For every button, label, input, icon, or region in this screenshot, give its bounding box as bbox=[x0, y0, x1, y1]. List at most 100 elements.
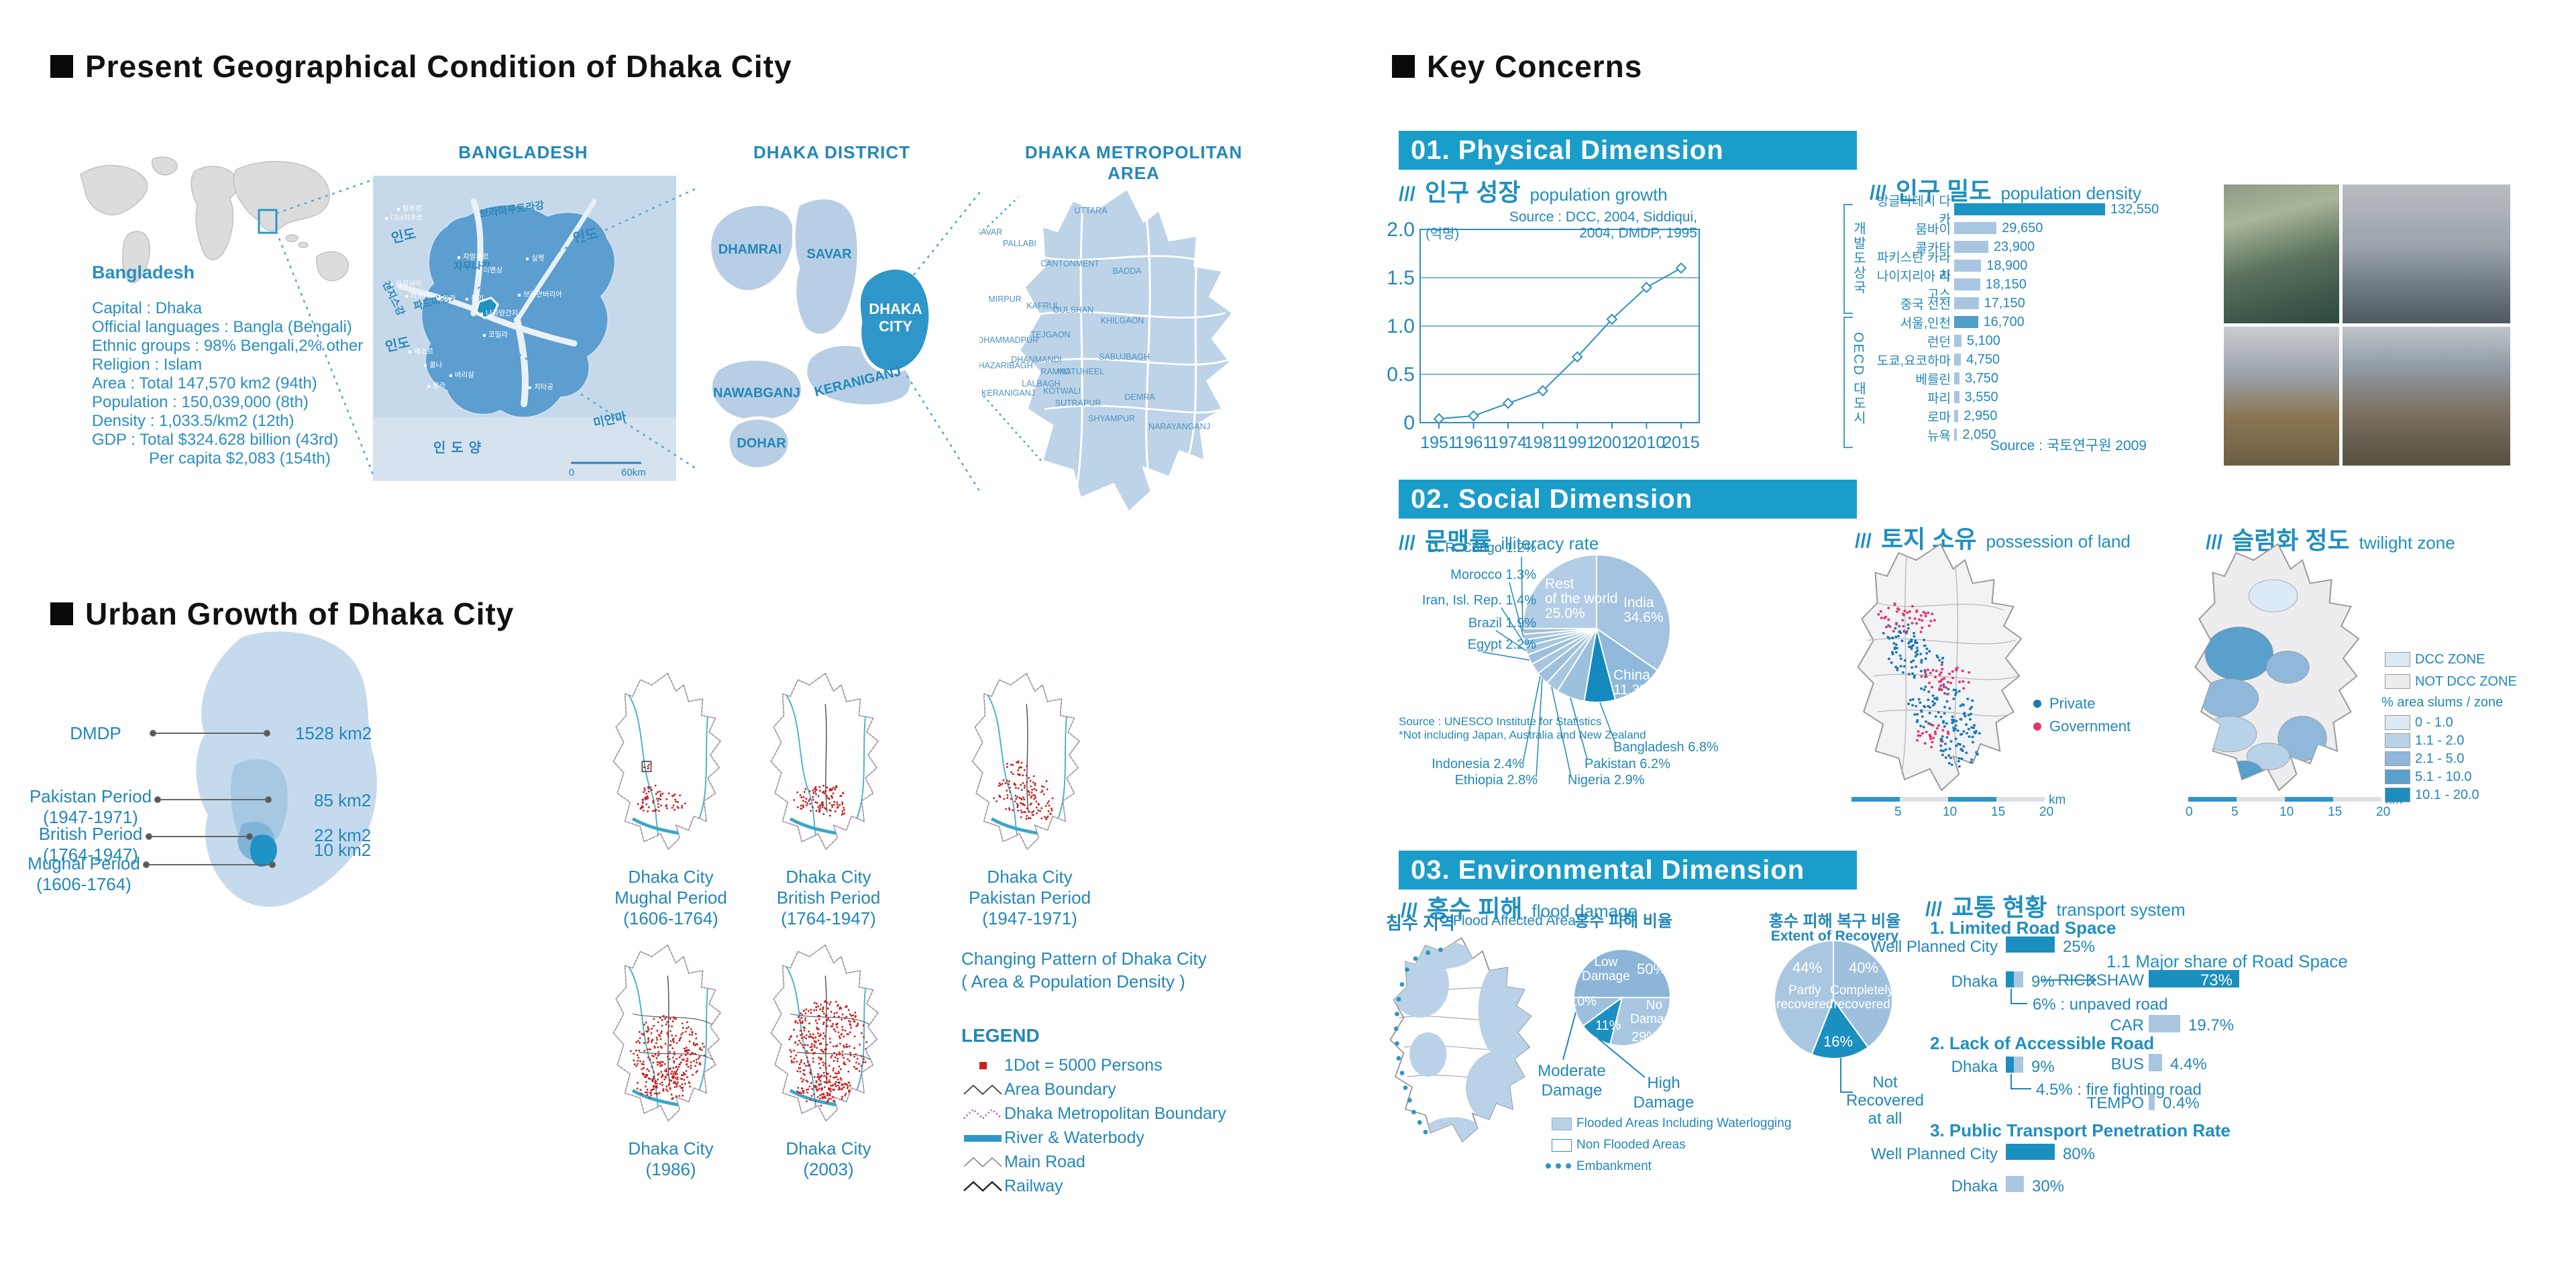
developing-bracket bbox=[1843, 204, 1853, 314]
transport-row-label: Well Planned City bbox=[1871, 1145, 1998, 1163]
svg-text:자말푸르: 자말푸르 bbox=[463, 253, 489, 261]
class-swatch-2 bbox=[2385, 733, 2410, 748]
geo-section-title-text: Present Geographical Condition of Dhaka … bbox=[85, 49, 792, 84]
transport-heading: /// 교통 현황 transport system bbox=[1925, 894, 2186, 921]
fact-line: Official languages : Bangla (Bengali) bbox=[92, 318, 352, 336]
svg-text:HAZARIBAGH: HAZARIBAGH bbox=[979, 361, 1033, 370]
svg-text:2010: 2010 bbox=[1628, 433, 1666, 449]
period-label-mughal: Mughal Period (1606-1764) bbox=[28, 853, 140, 894]
river-waterbody-icon bbox=[964, 1135, 1002, 1142]
transport-row-value: 25% bbox=[2063, 938, 2096, 956]
svg-text:KERANIGANJ: KERANIGANJ bbox=[981, 388, 1035, 398]
transport-row-value: 4.4% bbox=[2170, 1055, 2207, 1073]
bd-scale-max: 60km bbox=[621, 467, 646, 478]
square-bullet-icon bbox=[50, 55, 73, 78]
svg-text:GULSHAN: GULSHAN bbox=[1053, 305, 1093, 315]
svg-text:2015: 2015 bbox=[1662, 433, 1700, 449]
fact-line: Density : 1,033.5/km2 (12th) bbox=[92, 412, 294, 430]
svg-text:SHYAMPUR: SHYAMPUR bbox=[1088, 414, 1135, 423]
urban-growth-map bbox=[196, 631, 377, 907]
embankment-icon bbox=[1546, 1163, 1571, 1169]
svg-text:NARAYANGANJ: NARAYANGANJ bbox=[1148, 422, 1210, 431]
svg-text:파브나: 파브나 bbox=[411, 292, 430, 300]
svg-text:0: 0 bbox=[1403, 412, 1415, 434]
svg-text:1.5: 1.5 bbox=[1387, 267, 1415, 289]
transport-row-label: Dhaka bbox=[1951, 1058, 1998, 1076]
nonflooded-swatch bbox=[1552, 1139, 1572, 1152]
oecd-bracket bbox=[1843, 317, 1853, 448]
svg-text:1974: 1974 bbox=[1489, 433, 1527, 449]
illiteracy-source-2: *Not including Japan, Australia and New … bbox=[1399, 729, 1646, 741]
period-label-pakistan: Pakistan Period (1947-1971) bbox=[29, 786, 152, 827]
svg-text:바리살: 바리살 bbox=[455, 371, 474, 379]
high-pct: 11% bbox=[1595, 1018, 1621, 1033]
transport-row-label: RICKSHAW bbox=[2057, 971, 2144, 989]
svg-text:브라만바리아: 브라만바리아 bbox=[523, 290, 562, 299]
ocean-label: 인도양 bbox=[433, 440, 486, 455]
photo-flood-river bbox=[2343, 184, 2510, 323]
svg-text:SAVAR: SAVAR bbox=[979, 227, 1002, 237]
fact-line: Area : Total 147,570 km2 (94th) bbox=[92, 374, 317, 392]
low-damage-label: Low Damage bbox=[1582, 955, 1630, 983]
svg-text:UTTARA: UTTARA bbox=[1074, 206, 1108, 215]
band-physical: 01. Physical Dimension bbox=[1399, 131, 1857, 170]
svg-text:몽라: 몽라 bbox=[433, 382, 446, 390]
transport-row-note: 6% : unpaved road bbox=[2033, 996, 2168, 1014]
svg-text:디나지푸르: 디나지푸르 bbox=[390, 214, 423, 222]
svg-text:MIRPUR: MIRPUR bbox=[988, 294, 1021, 304]
pattern-note: Changing Pattern of Dhaka City( Area & P… bbox=[961, 949, 1207, 991]
period-value-british: 22 km2 bbox=[314, 825, 372, 845]
bangladesh-map: 인도 인도인도미얀마인도양갠지스강브라마푸트라강자무나강파드마강랑푸르디나지푸르자… bbox=[373, 176, 676, 481]
not-recovered-label: Not Recovered at all bbox=[1845, 1073, 1925, 1128]
low-damage-pct: 50% bbox=[1637, 961, 1667, 977]
svg-text:2001: 2001 bbox=[1593, 433, 1631, 449]
density-source: Source : 국토연구원 2009 bbox=[1990, 438, 2147, 453]
concerns-section-title-text: Key Concerns bbox=[1427, 49, 1643, 84]
svg-text:BADDA: BADDA bbox=[1112, 266, 1142, 276]
band-environmental: 03. Environmental Dimension bbox=[1399, 851, 1857, 890]
density-row: 방글라데시 다카 132,550 bbox=[1876, 195, 2159, 227]
not-pct: 16% bbox=[1823, 1033, 1854, 1050]
area-boundary-icon bbox=[963, 1084, 1002, 1095]
moderate-pct: 10% bbox=[1570, 994, 1597, 1009]
callout-pakistan: Pakistan 6.2% bbox=[1585, 757, 1670, 771]
callout-egypt: Egypt 2.2% bbox=[1467, 637, 1536, 652]
railway-icon bbox=[963, 1181, 1002, 1192]
historic-map-3 bbox=[612, 944, 722, 1122]
population-density-chart: 방글라데시 다카 132,550 뭄바이 29,650 콜카타 23,900 파키스탄 카라… bbox=[1872, 195, 2160, 455]
photo-aerial-slum bbox=[2224, 184, 2339, 323]
recovery-pie-title-eng: Extent of Recovery bbox=[1770, 928, 1899, 944]
svg-text:(억명): (억명) bbox=[1426, 226, 1459, 241]
svg-text:1961: 1961 bbox=[1455, 433, 1493, 449]
transport-row-value: 73% bbox=[2200, 971, 2233, 989]
completely-pct: 40% bbox=[1849, 959, 1879, 976]
density-row: 뭄바이 29,650 bbox=[1915, 220, 2043, 237]
svg-text:KAFRUL: KAFRUL bbox=[1026, 301, 1059, 311]
transport-sub-2: 2. Lack of Accessible Road bbox=[1930, 1033, 2155, 1053]
svg-text:랑푸르: 랑푸르 bbox=[402, 205, 422, 213]
period-value-dmdp: 1528 km2 bbox=[295, 723, 372, 743]
bd-scale-zero: 0 bbox=[569, 467, 574, 478]
fact-line: Population : 150,039,000 (8th) bbox=[92, 393, 309, 411]
transport-row-value: 9% bbox=[2031, 973, 2055, 991]
transport-row-value: 0.4% bbox=[2163, 1094, 2200, 1112]
land-legend-government: Government bbox=[2049, 718, 2131, 735]
twilight-zone-map bbox=[2194, 543, 2360, 792]
flood-recovery-pie bbox=[1774, 939, 1893, 1059]
fact-line: Capital : Dhaka bbox=[92, 299, 203, 317]
pie-label-china: China 11.3% bbox=[1613, 667, 1652, 698]
class-swatch-4 bbox=[2385, 769, 2410, 784]
fact-line: Per capita $2,083 (154th) bbox=[149, 449, 331, 468]
callout-morocco: Morocco 1.3% bbox=[1450, 568, 1536, 582]
density-row: 파리 3,550 bbox=[1927, 389, 1998, 406]
land-legend-private: Private bbox=[2049, 695, 2096, 712]
svg-text:LALBAGH: LALBAGH bbox=[1022, 379, 1061, 388]
recovery-pie-title-kor: 홍수 피해 복구 비율 bbox=[1768, 912, 1901, 930]
svg-text:KHILGAON: KHILGAON bbox=[1101, 316, 1144, 325]
urban-section-title-text: Urban Growth of Dhaka City bbox=[85, 596, 515, 631]
fact-line: Ethnic groups : 98% Bengali,2% other bbox=[92, 337, 364, 355]
transport-row-label: Dhaka bbox=[1951, 1177, 1998, 1195]
svg-text:DEMRA: DEMRA bbox=[1124, 392, 1155, 402]
class-label-2: 1.1 - 2.0 bbox=[2415, 733, 2465, 748]
